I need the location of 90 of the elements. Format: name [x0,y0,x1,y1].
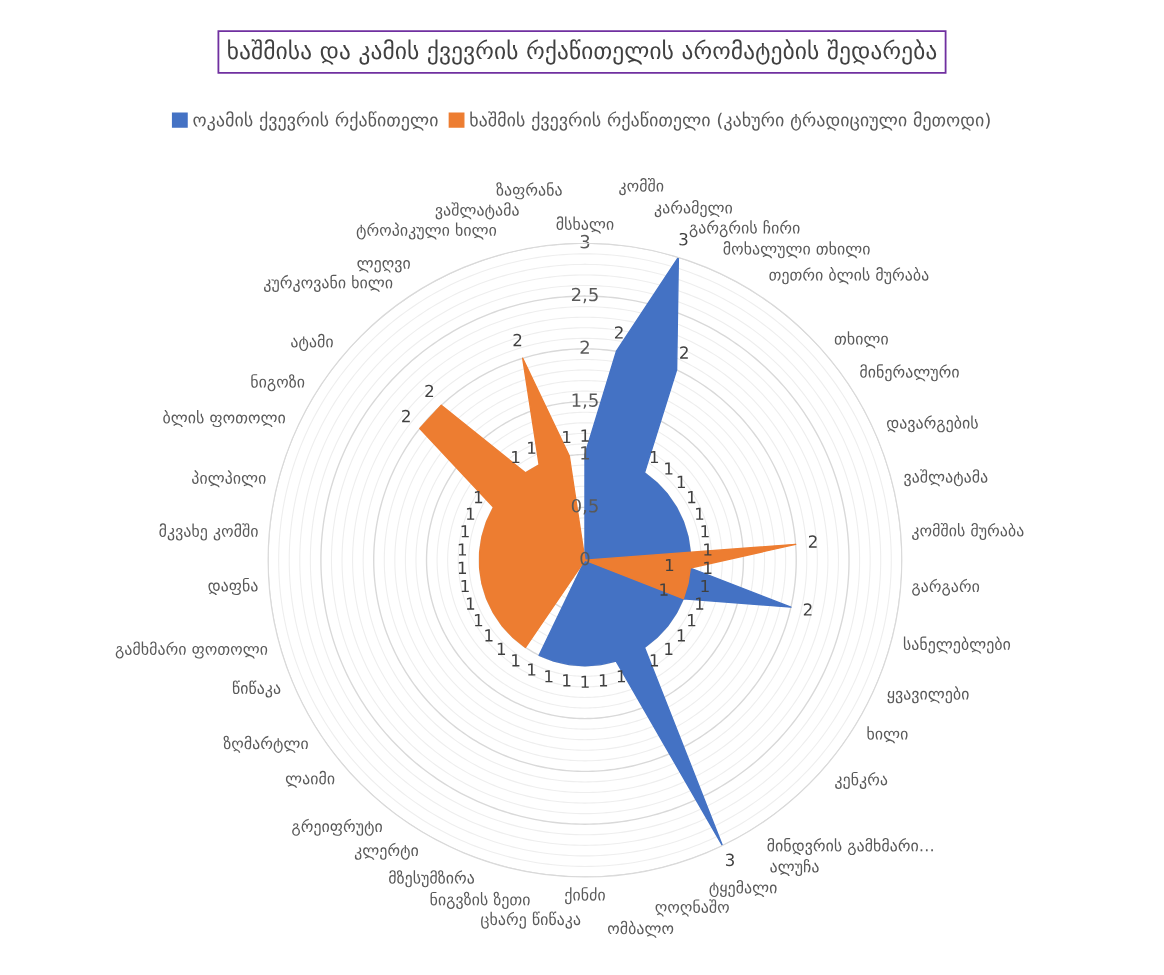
spoke-label: ღოღნაშო [655,899,729,917]
y-tick-label: 2,5 [571,287,598,304]
spoke-label: ვაშლატამა [435,202,519,220]
spoke-label: გამხმარი ფოთოლი [115,641,268,659]
spoke-label: თეთრი ბლის მურაბა [769,267,929,285]
spoke-label: ცხარე წიწაკა [481,911,581,929]
legend-label: ოკამის ქვევრის რქაწითელი [193,111,438,131]
data-label: 1 [701,579,709,593]
data-label: 1 [466,597,475,610]
data-label: 1 [466,507,475,520]
y-tick-label: 2 [580,340,589,354]
spoke-label: კომშის მურაბა [912,522,1024,541]
spoke-label: პილპილი [192,470,266,488]
data-label: 1 [665,462,673,475]
spoke-label: ვაშლატამა [904,469,988,487]
spoke-label: წიწაკა [232,680,281,698]
spoke-label: გრეიფრუტი [292,818,382,836]
spoke-label: დავარგების [886,415,978,433]
spoke-label: თხილი [834,331,888,349]
y-tick-label: 3 [580,234,590,249]
spoke-label: ტროპიკული ხილი [356,222,497,240]
spoke-label: მსხალი [556,216,614,234]
chart-title: ხაშმისა და კამის ქვევრის რქაწითელის არომატების შედარება [228,39,937,65]
data-label: 1 [696,597,704,610]
spoke-label: გარგარი [912,578,980,596]
spoke-label: ლაიმი [285,770,335,788]
data-label: 2 [803,603,812,616]
data-label: 1 [665,642,673,655]
data-label: 1 [461,579,469,593]
spoke-label: კლერტი [354,842,419,860]
data-label: 1 [617,670,625,683]
spoke-label: ნიგოზი [251,374,305,392]
data-label: 2 [680,346,688,359]
data-label: 2 [402,409,410,423]
data-label: 1 [474,614,483,627]
data-label: 1 [650,654,659,667]
spoke-label: ომბალო [607,920,674,938]
spoke-label: ზღმარტლი [223,735,308,753]
spoke-label: ხილი [867,726,908,744]
data-label: 1 [650,450,659,464]
spoke-label: დაფნა [208,577,258,596]
spoke-label: ქინძი [565,887,605,905]
data-label: 1 [599,674,608,687]
data-label: 2 [513,333,522,347]
spoke-label: ატამი [291,333,333,352]
data-label: 1 [458,561,467,574]
data-label: 2 [614,326,623,339]
y-tick-label: 1,5 [572,393,598,409]
data-label: 1 [701,525,709,538]
spoke-label: ალუჩა [770,858,819,877]
spoke-label: კურკოვანი ხილი [263,274,393,292]
data-label: 1 [528,663,536,676]
data-label: 1 [485,629,493,642]
data-label: 1 [665,558,674,572]
spoke-label: ტყემალი [709,879,777,898]
spoke-label: მინდვრის გამხმარი… [767,837,933,856]
spoke-label: ბლის ფოთოლი [163,409,286,428]
data-label: 1 [497,642,506,655]
spoke-label: სანელებლები [903,636,1011,654]
data-label: 2 [425,384,434,398]
data-label: 2 [808,535,817,548]
data-label: 1 [696,507,704,520]
data-label: 1 [677,629,685,642]
data-label: 1 [704,561,712,574]
spoke-label: ლეღვი [357,260,410,273]
spoke-label: მკვახე კომში [159,523,258,541]
spoke-label: კარამელი [654,200,733,218]
data-label: 1 [512,450,520,464]
data-label: 3 [725,853,734,867]
spoke-label: მზესუმზირა [389,870,475,888]
spoke-label: გარგრის ჩირი [689,220,800,238]
spoke-label: კომში [619,178,664,196]
legend-label: ხაშმის ქვევრის რქაწითელი (კახური ტრადიციული მეთოდი) [470,111,990,131]
data-label: 1 [458,543,467,556]
data-label: 1 [688,491,696,504]
data-label: 1 [474,491,483,504]
data-label: 1 [512,654,520,667]
data-label: 1 [688,614,696,627]
spoke-label: ზაფრანა [496,182,562,200]
spoke-label: მინერალური [860,364,959,382]
spoke-label: ყვავილები [887,686,969,704]
data-label: 3 [679,232,688,246]
spoke-label: კენკრა [835,771,888,789]
spoke-label: მოხალული თხილი [723,241,870,259]
data-label: 1 [461,525,469,538]
data-label: 1 [677,475,685,489]
data-label: 1 [545,670,553,683]
data-label: 1 [563,674,571,687]
spoke-label: ნიგვზის ზეთი [430,891,530,909]
data-label: 1 [528,441,536,454]
